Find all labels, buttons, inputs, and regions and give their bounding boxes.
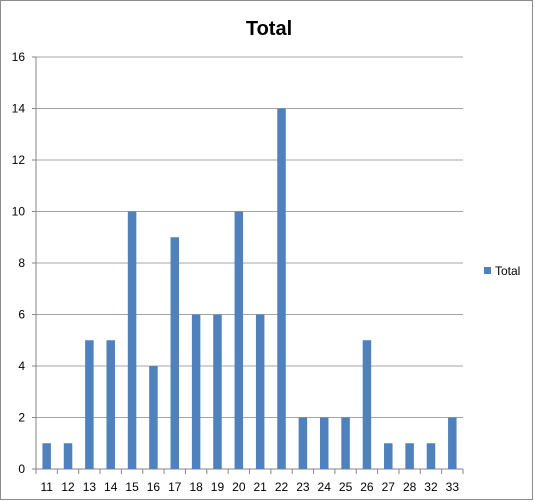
y-tick-label-14: 14 (12, 102, 26, 116)
y-axis-ticks: 0 2 4 6 8 10 12 14 16 (12, 50, 36, 476)
x-tick-label-15: 15 (125, 480, 139, 494)
y-tick-label-8: 8 (18, 256, 25, 270)
bar-16 (149, 366, 158, 469)
x-tick-label-17: 17 (168, 480, 182, 494)
bar-20 (234, 211, 244, 469)
bar-32 (426, 443, 436, 469)
y-tick-label-2: 2 (18, 411, 25, 425)
x-tick-label-12: 12 (61, 480, 75, 494)
x-tick-label-16: 16 (147, 480, 161, 494)
bar-22 (277, 108, 286, 469)
x-tick-label-14: 14 (104, 480, 118, 494)
legend: Total (484, 264, 520, 278)
x-tick-label-20: 20 (232, 480, 246, 494)
y-tick-label-4: 4 (18, 359, 25, 373)
bar-14 (106, 340, 115, 469)
x-tick-label-27: 27 (382, 480, 396, 494)
x-tick-label-21: 21 (253, 480, 267, 494)
x-tick-label-26: 26 (360, 480, 374, 494)
y-tick-label-12: 12 (12, 153, 26, 167)
legend-swatch-total (484, 267, 491, 274)
x-tick-label-32: 32 (424, 480, 438, 494)
x-tick-label-19: 19 (211, 480, 225, 494)
x-tick-label-33: 33 (446, 480, 460, 494)
bar-12 (63, 443, 73, 469)
bar-18 (191, 314, 201, 469)
chart-title: Total (246, 18, 292, 40)
x-tick-label-23: 23 (296, 480, 310, 494)
bar-21 (255, 314, 265, 469)
bar-15 (127, 211, 137, 469)
bar-27 (384, 443, 393, 469)
bar-13 (85, 340, 94, 469)
y-tick-label-6: 6 (18, 308, 25, 322)
y-tick-label-10: 10 (12, 205, 26, 219)
x-tick-label-24: 24 (318, 480, 332, 494)
bar-33 (448, 417, 457, 469)
x-tick-label-28: 28 (403, 480, 417, 494)
bar-26 (362, 340, 372, 469)
x-tick-label-25: 25 (339, 480, 353, 494)
x-tick-label-18: 18 (189, 480, 203, 494)
x-tick-label-22: 22 (275, 480, 289, 494)
x-tick-label-11: 11 (40, 480, 53, 494)
bar-28 (405, 443, 414, 469)
bars (42, 108, 457, 469)
bar-24 (319, 417, 329, 469)
bar-19 (213, 314, 222, 469)
y-tick-label-16: 16 (12, 50, 26, 64)
bar-17 (170, 237, 180, 469)
x-axis-ticks: 11 12 13 14 15 16 17 18 19 20 21 22 23 24 25 26 27 28 32 33 (35, 469, 464, 494)
x-tick-label-13: 13 (83, 480, 97, 494)
y-tick-label-0: 0 (18, 462, 25, 476)
bar-23 (298, 417, 308, 469)
bar-25 (341, 417, 350, 469)
bar-11 (42, 443, 51, 469)
gridlines (36, 56, 463, 418)
legend-label-total: Total (495, 264, 520, 278)
